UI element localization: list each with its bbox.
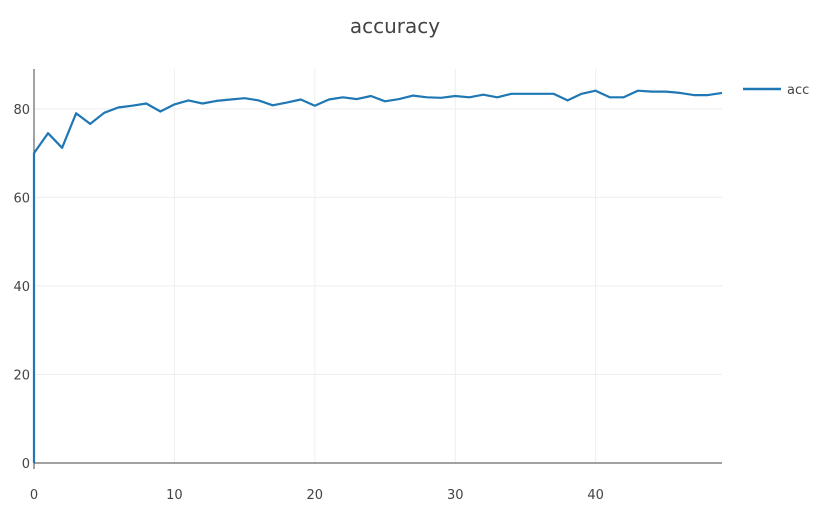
legend[interactable]: acc bbox=[743, 83, 809, 98]
chart-title: accuracy bbox=[350, 14, 440, 38]
grid-lines bbox=[34, 69, 722, 463]
y-tick-label: 80 bbox=[13, 103, 30, 118]
series-line-acc bbox=[32, 89, 723, 463]
legend-label-acc[interactable]: acc bbox=[787, 83, 809, 98]
y-tick-label: 40 bbox=[13, 280, 30, 295]
x-tick-label: 30 bbox=[447, 488, 464, 503]
tick-labels: 0 10 20 30 40 0 20 40 60 80 bbox=[13, 103, 603, 503]
y-tick-label: 0 bbox=[22, 457, 30, 472]
x-tick-label: 0 bbox=[30, 488, 38, 503]
axes bbox=[33, 69, 722, 469]
series-lines bbox=[32, 89, 723, 463]
x-tick-label: 10 bbox=[166, 488, 183, 503]
y-tick-label: 20 bbox=[13, 368, 30, 383]
x-tick-label: 20 bbox=[307, 488, 324, 503]
y-tick-label: 60 bbox=[13, 191, 30, 206]
x-tick-label: 40 bbox=[587, 488, 604, 503]
